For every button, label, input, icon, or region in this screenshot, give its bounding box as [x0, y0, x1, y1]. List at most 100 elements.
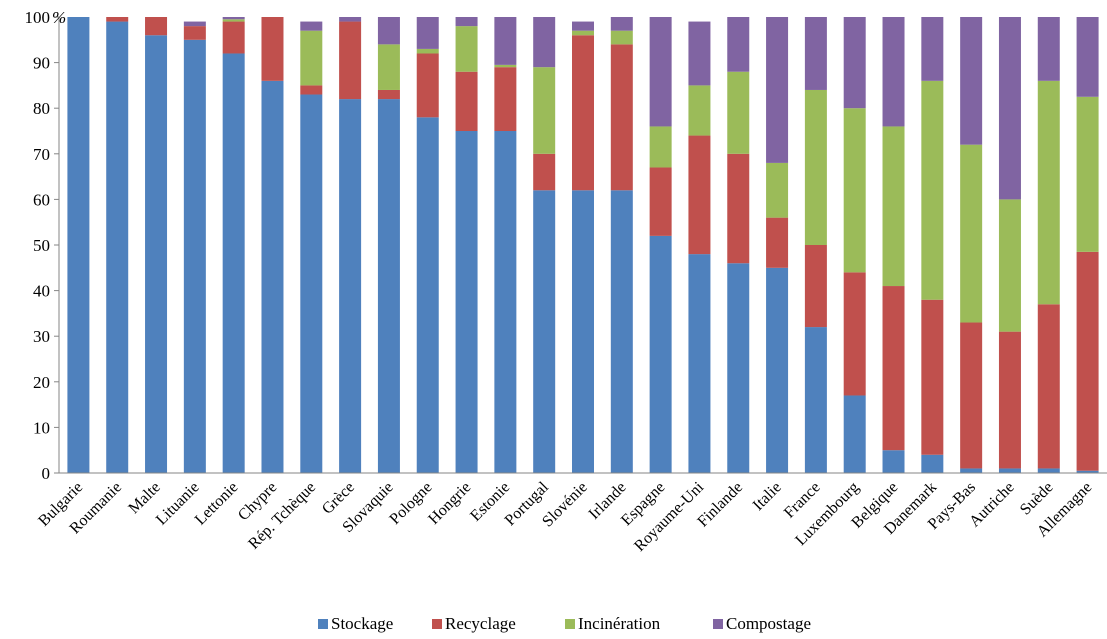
y-tick-label: 70	[33, 145, 50, 164]
y-tick-label: 40	[33, 282, 50, 301]
bar-suede-stockage	[1037, 468, 1060, 473]
bar-belgique-stockage	[882, 450, 905, 473]
bar-lituanie-stockage	[183, 39, 206, 474]
bar-finlande-stockage	[727, 263, 750, 473]
bar-portugal-recyclage	[533, 153, 556, 191]
bar-luxembourg-incineration	[843, 108, 866, 273]
legend-swatch-stockage	[318, 619, 328, 629]
bar-suede-recyclage	[1037, 304, 1060, 469]
bar-grece-compostage	[339, 17, 362, 22]
bar-rep-tcheque-recyclage	[300, 85, 323, 95]
y-tick-label: 90	[33, 54, 50, 73]
bar-royaume-uni-stockage	[688, 254, 711, 473]
legend-label-stockage: Stockage	[331, 614, 393, 633]
bar-estonie-incineration	[494, 64, 517, 68]
legend-swatch-compostage	[713, 619, 723, 629]
bar-royaume-uni-compostage	[688, 21, 711, 86]
bar-danemark-compostage	[921, 17, 944, 81]
bar-pologne-incineration	[416, 48, 439, 54]
bar-portugal-incineration	[533, 67, 556, 154]
bar-rep-tcheque-stockage	[300, 94, 323, 474]
bar-hongrie-stockage	[455, 131, 478, 473]
bar-espagne-compostage	[649, 17, 672, 127]
bar-portugal-compostage	[533, 17, 556, 68]
bar-slovaquie-recyclage	[377, 89, 400, 100]
bar-estonie-stockage	[494, 131, 517, 473]
bar-finlande-incineration	[727, 71, 750, 154]
bar-italie-recyclage	[766, 217, 789, 268]
legend-swatch-recyclage	[432, 619, 442, 629]
legend-label-compostage: Compostage	[726, 614, 811, 633]
bar-rep-tcheque-compostage	[300, 21, 323, 31]
bar-allemagne-incineration	[1076, 96, 1099, 252]
legend-label-recyclage: Recyclage	[445, 614, 516, 633]
bar-lettonie-compostage	[222, 17, 245, 20]
x-tick-label-hongrie: Hongrie	[425, 479, 474, 528]
bar-suede-compostage	[1037, 17, 1060, 81]
bar-france-incineration	[804, 89, 827, 246]
bar-belgique-incineration	[882, 126, 905, 287]
bar-slovaquie-compostage	[377, 17, 400, 45]
bar-roumanie-stockage	[106, 21, 129, 474]
bar-pologne-recyclage	[416, 53, 439, 118]
bar-slovaquie-incineration	[377, 44, 400, 90]
x-tick-label-pologne: Pologne	[386, 479, 435, 528]
bar-espagne-recyclage	[649, 167, 672, 236]
bar-lettonie-stockage	[222, 53, 245, 473]
bar-bulgarie-stockage	[67, 17, 90, 473]
bar-slovenie-stockage	[572, 190, 594, 473]
bar-autriche-stockage	[998, 468, 1021, 473]
bar-france-stockage	[804, 327, 827, 473]
bar-finlande-recyclage	[727, 153, 750, 264]
y-tick-label: 10	[33, 418, 50, 437]
bar-italie-incineration	[766, 162, 789, 218]
bar-belgique-recyclage	[882, 286, 905, 451]
bar-estonie-recyclage	[494, 67, 517, 131]
bar-grece-stockage	[339, 99, 362, 473]
y-tick-label: 80	[33, 99, 50, 118]
bar-france-compostage	[804, 17, 827, 90]
bar-autriche-incineration	[998, 199, 1021, 332]
bar-hongrie-incineration	[455, 26, 478, 72]
bar-suede-incineration	[1037, 80, 1060, 305]
y-tick-label: 50	[33, 236, 50, 255]
bar-luxembourg-compostage	[843, 17, 866, 109]
bar-pays-bas-compostage	[960, 17, 983, 145]
bar-irlande-stockage	[610, 190, 633, 473]
bar-pologne-compostage	[416, 17, 439, 49]
bar-italie-compostage	[766, 17, 789, 163]
bar-lettonie-incineration	[222, 19, 245, 22]
bar-allemagne-stockage	[1076, 470, 1099, 473]
bar-lettonie-recyclage	[222, 21, 245, 54]
bar-danemark-stockage	[921, 454, 944, 473]
bar-danemark-incineration	[921, 80, 944, 300]
bar-france-recyclage	[804, 245, 827, 328]
legend: Stockage Recyclage Incinération Compostage	[318, 614, 811, 633]
bar-irlande-incineration	[610, 30, 633, 45]
y-axis: 0 10 20 30 40 50 60 70 80 90 100%	[25, 8, 67, 483]
x-tick-label-lettonie: Lettonie	[192, 479, 242, 529]
y-unit-label: %	[52, 8, 66, 27]
bar-chypre-recyclage	[261, 17, 284, 81]
bar-danemark-recyclage	[921, 299, 944, 455]
bar-hongrie-recyclage	[455, 71, 478, 131]
bar-chypre-stockage	[261, 80, 284, 473]
bar-slovaquie-stockage	[377, 99, 400, 473]
bar-pays-bas-stockage	[960, 468, 983, 473]
bar-italie-stockage	[766, 267, 789, 473]
bar-slovenie-compostage	[572, 21, 594, 31]
legend-label-incineration: Incinération	[578, 614, 661, 633]
bar-autriche-compostage	[998, 17, 1021, 200]
bar-pays-bas-recyclage	[960, 322, 983, 469]
y-tick-label: 100	[25, 8, 51, 27]
legend-swatch-incineration	[565, 619, 575, 629]
bars-layer	[67, 17, 1099, 474]
bar-estonie-compostage	[494, 17, 517, 65]
y-tick-label: 20	[33, 373, 50, 392]
bar-espagne-incineration	[649, 126, 672, 168]
bar-autriche-recyclage	[998, 331, 1021, 469]
bar-luxembourg-stockage	[843, 395, 866, 473]
bar-allemagne-recyclage	[1076, 251, 1099, 471]
bar-malte-recyclage	[145, 17, 168, 36]
